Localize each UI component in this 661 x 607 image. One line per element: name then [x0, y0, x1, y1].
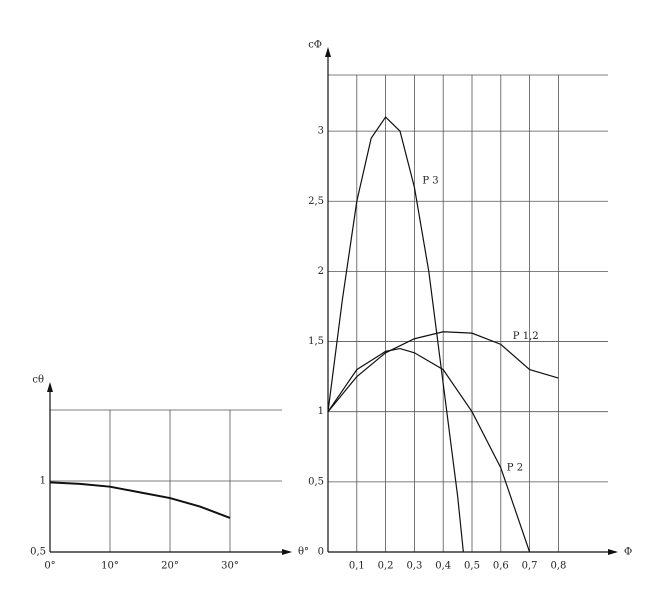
x-tick-label: 20° [161, 561, 179, 572]
curve [327, 347, 531, 553]
x-tick-label: 0,3 [406, 561, 422, 572]
y-axis-label: cθ [32, 375, 44, 386]
y-tick-label: 0,5 [30, 547, 46, 558]
x-arrow [282, 549, 292, 555]
y-tick-label: 0 [318, 547, 324, 558]
y-tick-label: 3 [318, 126, 324, 137]
x-tick-label: 0,8 [550, 561, 566, 572]
x-axis-label: Φ [624, 547, 632, 558]
x-tick-label: 0,1 [349, 561, 365, 572]
x-tick-label: 30° [221, 561, 239, 572]
x-tick-label: 0,7 [522, 561, 538, 572]
x-arrow [608, 549, 618, 555]
x-tick-label: 0,5 [464, 561, 480, 572]
y-tick-label: 0,5 [308, 476, 324, 487]
x-tick-label: 0,4 [435, 561, 451, 572]
series-label: P 2 [507, 462, 523, 473]
y-tick-label: 2 [318, 266, 324, 277]
series-label: P 3 [422, 176, 438, 187]
x-tick-label: 0° [44, 561, 55, 572]
y-tick-label: 1 [318, 406, 324, 417]
x-tick-label: 0,2 [378, 561, 394, 572]
y-tick-label: 2,5 [308, 196, 324, 207]
y-arrow [47, 382, 53, 392]
y-arrow [325, 47, 331, 57]
x-axis-label: θ° [298, 547, 309, 558]
curve [327, 116, 464, 553]
x-tick-label: 0,6 [493, 561, 509, 572]
series-label: P 1,2 [513, 331, 539, 342]
y-axis-label: cΦ [308, 40, 322, 51]
curve [49, 481, 231, 519]
y-tick-label: 1 [40, 476, 46, 487]
curve [327, 331, 559, 413]
y-tick-label: 1,5 [308, 336, 324, 347]
x-tick-label: 10° [101, 561, 119, 572]
